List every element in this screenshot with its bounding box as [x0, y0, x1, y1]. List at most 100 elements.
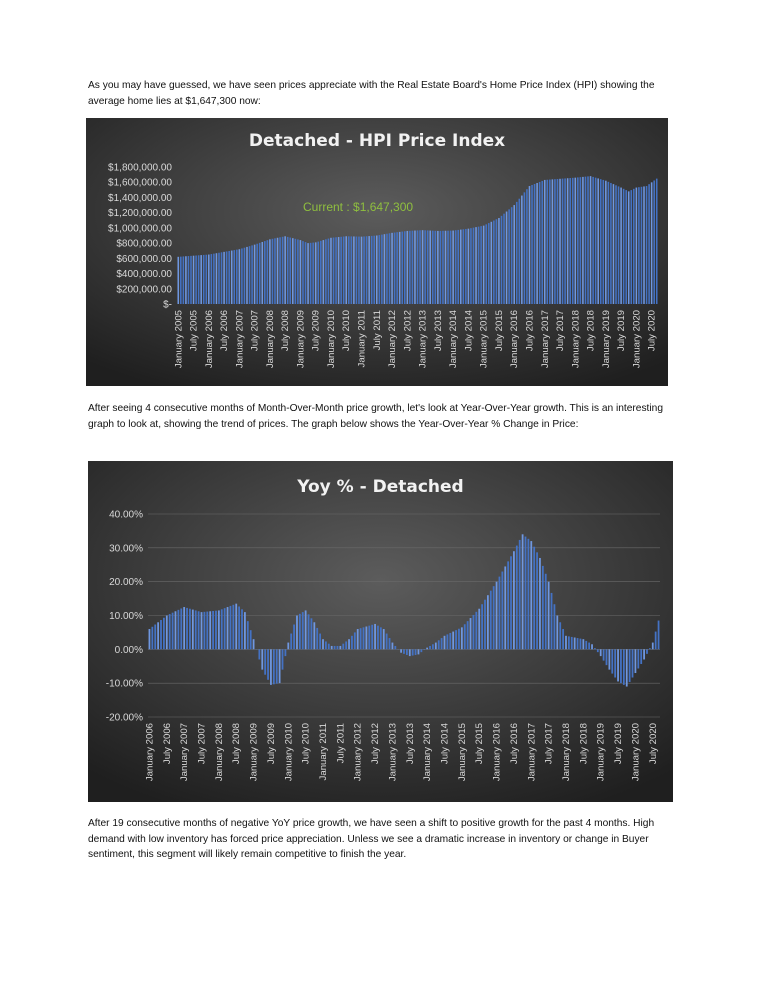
bar [205, 254, 208, 304]
bar [526, 189, 528, 304]
x-tick-label: July 2020 [647, 310, 658, 351]
bar [414, 649, 417, 655]
bar [596, 649, 599, 653]
bar [278, 649, 281, 684]
bar [213, 253, 215, 304]
bar [342, 236, 345, 304]
bar [646, 649, 648, 654]
bar [388, 638, 391, 650]
bar [244, 612, 246, 650]
bar [597, 178, 599, 304]
x-tick-label: July 2006 [219, 310, 230, 351]
bar [429, 230, 432, 304]
bar [220, 252, 223, 304]
bar [431, 230, 434, 304]
x-tick-label: July 2014 [440, 722, 451, 764]
bar [202, 254, 205, 304]
bar [472, 614, 475, 650]
bar [592, 176, 594, 304]
bar [322, 639, 324, 650]
bar [492, 586, 495, 650]
bar [567, 636, 570, 650]
bar [203, 611, 206, 650]
bar [370, 235, 373, 304]
bar [396, 232, 398, 304]
bar [498, 576, 501, 650]
bar [348, 639, 350, 650]
bar [547, 581, 550, 650]
bar [622, 649, 625, 685]
bar [246, 621, 249, 650]
x-tick-label: July 2008 [280, 310, 291, 351]
bar [365, 236, 368, 304]
bar [351, 635, 353, 650]
bar [186, 607, 188, 650]
bar [322, 240, 325, 304]
y-tick-label: $800,000.00 [116, 239, 172, 250]
bar [653, 180, 655, 304]
bar [293, 624, 295, 650]
bar [546, 179, 549, 304]
x-tick-label: January 2017 [526, 723, 537, 781]
bar [177, 609, 180, 650]
bar [248, 246, 251, 304]
bar [553, 604, 556, 650]
x-tick-label: January 2020 [631, 310, 642, 368]
bar [482, 225, 485, 304]
bar [478, 608, 481, 650]
bar [284, 649, 287, 657]
bar [398, 231, 401, 304]
x-tick-label: July 2015 [474, 723, 485, 764]
bar [556, 615, 559, 650]
bar [657, 620, 660, 650]
bar [440, 638, 443, 650]
bar [359, 628, 362, 650]
bar [458, 628, 460, 650]
bar [484, 599, 486, 650]
bar [510, 207, 513, 304]
y-tick-label: $1,000,000.00 [108, 223, 172, 234]
bar [414, 230, 416, 304]
bar [294, 238, 297, 304]
bar [148, 629, 151, 650]
bar [469, 618, 472, 650]
bar [241, 248, 243, 304]
bar [330, 237, 332, 304]
bar [645, 186, 648, 304]
y-tick-label: -20.00% [106, 713, 143, 724]
bar [444, 230, 447, 304]
bar [455, 630, 457, 650]
bar [279, 237, 281, 304]
bar [518, 198, 521, 304]
bar [493, 220, 495, 304]
bar [434, 230, 437, 304]
bar [296, 615, 298, 650]
bar [439, 230, 442, 304]
bar [611, 649, 614, 674]
bar [635, 187, 638, 304]
x-tick-label: January 2017 [540, 310, 551, 368]
bar [640, 186, 643, 304]
bar [215, 253, 218, 304]
bar [434, 642, 437, 650]
bar [180, 256, 182, 304]
closing-paragraph: After 19 consecutive months of negative … [88, 818, 655, 860]
x-tick-label: January 2018 [570, 310, 581, 368]
bar [281, 649, 284, 670]
bar [342, 643, 345, 650]
bar [615, 185, 617, 304]
bar [437, 230, 439, 304]
x-tick-label: July 2013 [405, 723, 416, 764]
bar [432, 644, 434, 650]
x-tick-label: July 2017 [544, 723, 555, 764]
bar [576, 638, 579, 650]
x-tick-label: January 2014 [448, 309, 459, 368]
y-tick-label: $1,400,000.00 [108, 193, 172, 204]
bar [651, 642, 654, 650]
bar [401, 231, 404, 304]
bar [437, 640, 440, 650]
bar [536, 552, 538, 650]
bar [633, 188, 635, 304]
bar [416, 230, 419, 304]
bar [238, 249, 241, 304]
